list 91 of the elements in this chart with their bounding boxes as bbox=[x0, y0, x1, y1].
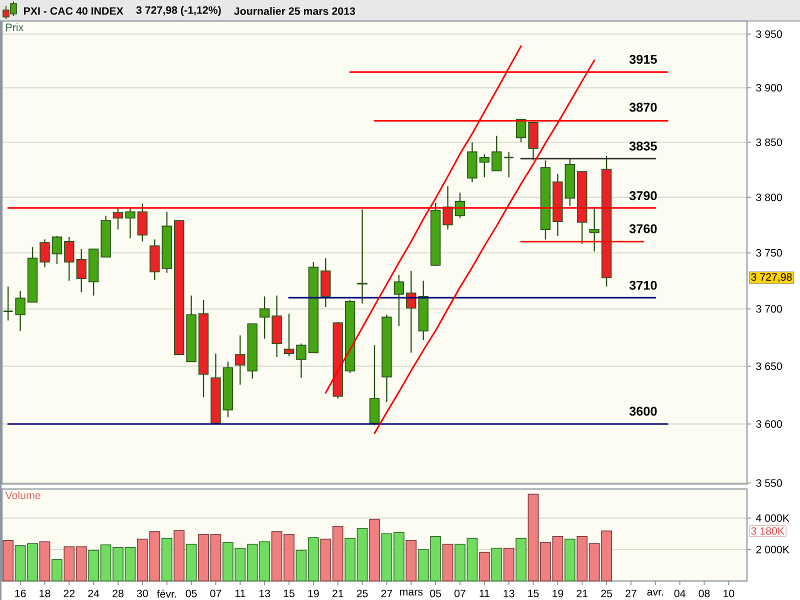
x-tick-label: 21 bbox=[576, 590, 588, 598]
chart-subtitle: 3 727,98 (-1,12%) bbox=[136, 6, 221, 16]
x-tick-label: 25 bbox=[601, 590, 612, 598]
candlestick bbox=[589, 206, 600, 252]
x-tick-label: 19 bbox=[308, 590, 319, 598]
candlestick bbox=[15, 290, 26, 332]
candlestick bbox=[112, 208, 124, 230]
y-axis-title: Volume bbox=[5, 491, 40, 500]
candlestick bbox=[394, 274, 404, 327]
bar bbox=[564, 538, 576, 582]
x-tick-label: 30 bbox=[136, 590, 148, 598]
annotation: 3790 bbox=[629, 191, 657, 200]
y-tick-label: 3 550 bbox=[756, 479, 782, 487]
x-tick-label: 04 bbox=[674, 590, 686, 598]
annotation: 3710 bbox=[629, 280, 657, 290]
x-tick-label: 21 bbox=[332, 590, 344, 598]
candlestick bbox=[40, 238, 50, 268]
annotation: 3600 bbox=[629, 406, 657, 416]
x-tick-label: 07 bbox=[454, 590, 466, 598]
x-tick-label: 16 bbox=[15, 590, 26, 598]
x-tick-label: 11 bbox=[480, 590, 490, 598]
annotation: 3870 bbox=[629, 102, 657, 112]
y-tick-label: 3 950 bbox=[756, 30, 782, 38]
x-tick-label: 19 bbox=[552, 590, 564, 598]
y-tick-label: 3 850 bbox=[756, 138, 782, 146]
x-tick-label: 15 bbox=[284, 590, 294, 598]
y-tick-label: 2 000K bbox=[756, 546, 790, 554]
bar bbox=[406, 540, 417, 582]
candlestick bbox=[296, 342, 306, 378]
y-axis-title: Prix bbox=[6, 23, 24, 31]
x-tick-label: 15 bbox=[528, 590, 539, 598]
x-tick-label: 05 bbox=[430, 590, 442, 598]
x-tick-label: 11 bbox=[235, 590, 246, 598]
bar bbox=[39, 541, 50, 582]
text: Journalier 25 mars 2013 bbox=[234, 7, 356, 15]
candlestick bbox=[137, 202, 148, 242]
bar bbox=[503, 548, 514, 582]
x-tick-label: 08 bbox=[698, 590, 710, 598]
y-tick-label: 3 800 bbox=[756, 194, 782, 202]
y-tick-label: 3 650 bbox=[756, 362, 782, 370]
x-tick-label: 13 bbox=[259, 590, 270, 598]
x-tick-label: 22 bbox=[64, 590, 75, 598]
y-tick-label: 3 700 bbox=[756, 305, 782, 313]
bar bbox=[442, 544, 454, 582]
x-tick-label: 24 bbox=[88, 590, 100, 598]
chart-title: PXI - CAC 40 INDEX bbox=[24, 7, 124, 15]
candlestick bbox=[504, 151, 514, 178]
text: 3 180K bbox=[751, 527, 784, 535]
annotation: 3915 bbox=[629, 54, 657, 64]
bar bbox=[174, 530, 185, 582]
bar bbox=[516, 538, 527, 582]
x-tick-label: 10 bbox=[724, 590, 734, 598]
candlestick bbox=[357, 208, 368, 304]
text: 3 727,98 bbox=[751, 273, 792, 282]
candlestick bbox=[492, 135, 502, 172]
candlestick bbox=[52, 235, 62, 265]
candlestick bbox=[125, 208, 136, 239]
y-tick-label: 4 000K bbox=[756, 514, 790, 522]
candlestick bbox=[406, 270, 416, 354]
y-tick-label: 3 900 bbox=[756, 84, 782, 92]
candlestick bbox=[479, 154, 490, 178]
x-tick-label: 27 bbox=[626, 590, 636, 598]
y-tick-label: 3 600 bbox=[756, 420, 782, 428]
x-tick-label: 07 bbox=[210, 590, 222, 598]
bar bbox=[161, 538, 172, 582]
candlestick bbox=[442, 186, 453, 230]
x-tick-label: 18 bbox=[40, 590, 50, 598]
x-tick-label: 13 bbox=[504, 590, 514, 598]
bar bbox=[491, 548, 502, 582]
annotation: 3760 bbox=[629, 224, 657, 234]
x-tick-label: févr. bbox=[156, 590, 176, 598]
x-tick-label: 25 bbox=[356, 590, 368, 598]
bar bbox=[51, 559, 62, 582]
candlestick bbox=[284, 313, 294, 357]
bar bbox=[186, 544, 197, 582]
bar bbox=[369, 518, 380, 582]
candlestick bbox=[235, 334, 246, 386]
x-tick-label: avr. bbox=[647, 590, 664, 596]
annotation: 3835 bbox=[629, 142, 657, 151]
bar bbox=[2, 540, 14, 582]
candlestick bbox=[64, 236, 74, 282]
x-tick-label: mars bbox=[400, 590, 423, 596]
x-tick-label: 27 bbox=[381, 590, 392, 598]
y-tick-label: 3 750 bbox=[756, 249, 782, 257]
x-tick-label: 05 bbox=[186, 590, 197, 598]
bar bbox=[478, 552, 490, 582]
candlestick bbox=[259, 296, 270, 340]
candlestick bbox=[516, 118, 526, 143]
candlestick bbox=[2, 286, 14, 322]
x-tick-label: 28 bbox=[112, 590, 124, 598]
candlestick bbox=[76, 248, 86, 293]
